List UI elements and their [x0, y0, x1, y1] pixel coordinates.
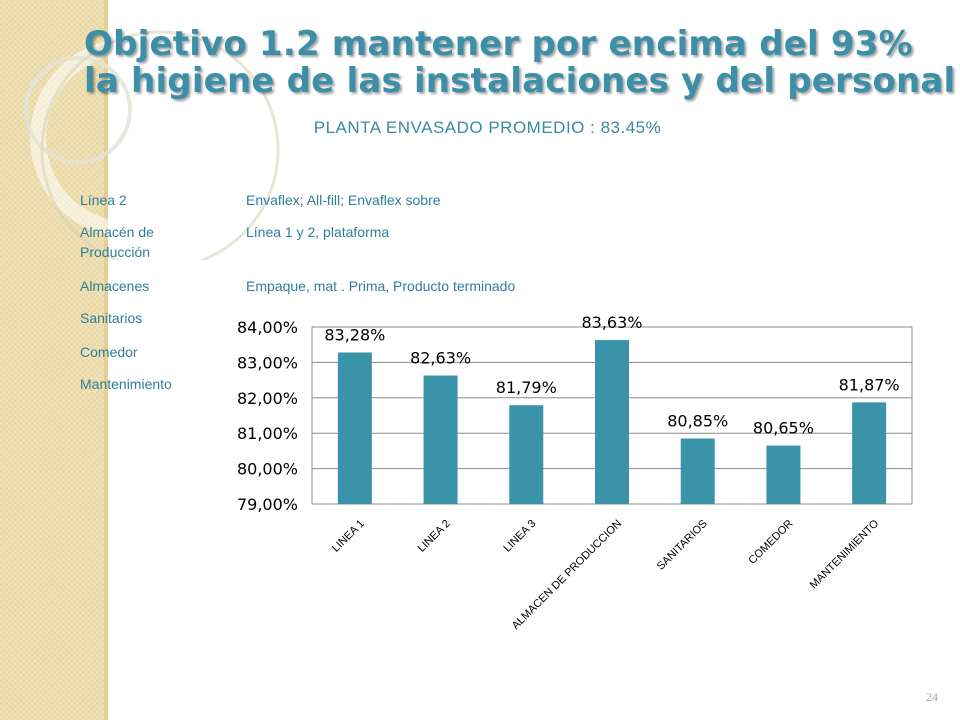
bar [766, 445, 801, 504]
data-label: 80,65% [753, 419, 814, 438]
title-line-1: Objetivo 1.2 mantener por encima del 93% [84, 24, 913, 64]
data-label: 81,79% [496, 378, 557, 397]
category-label: LINEA 3 [501, 518, 538, 555]
y-tick-label: 79,00% [237, 495, 298, 514]
bar [509, 405, 544, 504]
category-label: LINEA 1 [330, 518, 367, 555]
category-label: SANITARIOS [655, 518, 710, 573]
decorative-circles [24, 30, 280, 260]
slide-subtitle: PLANTA ENVASADO PROMEDIO : 83.45% [313, 118, 662, 137]
y-tick-label: 80,00% [237, 460, 298, 479]
decorative-side-band [0, 0, 104, 720]
detail-key: Comedor [80, 344, 138, 360]
detail-value: Línea 1 y 2, plataforma [246, 224, 390, 240]
detail-key: Mantenimiento [80, 376, 172, 392]
bar [595, 340, 629, 504]
detail-key: Almacén de Producción [80, 222, 230, 262]
detail-value: Envaflex; All-fill; Envaflex sobre [246, 192, 441, 208]
detail-value: Empaque, mat . Prima, Producto terminado [246, 278, 516, 294]
data-label: 83,63% [581, 313, 642, 332]
y-tick-label: 82,00% [237, 389, 298, 408]
y-tick-label: 81,00% [237, 424, 298, 443]
data-label: 83,28% [324, 325, 385, 344]
bar [423, 375, 458, 504]
detail-key: Sanitarios [80, 310, 143, 326]
detail-key-line-1: Almacén de [80, 224, 154, 240]
detail-key-line-2: Producción [80, 244, 151, 260]
category-label: LINEA 2 [416, 518, 453, 555]
bar [680, 438, 715, 504]
bar [852, 402, 887, 504]
bar [337, 352, 372, 504]
data-label: 82,63% [410, 348, 471, 367]
side-band-edge [104, 0, 108, 720]
detail-key: Almacenes [80, 278, 150, 294]
category-label: COMEDOR [746, 518, 795, 567]
y-tick-label: 84,00% [237, 318, 298, 337]
data-label: 81,87% [839, 375, 900, 394]
title-line-2: la higiene de las instalaciones y del pe… [84, 61, 956, 101]
y-tick-label: 83,00% [237, 353, 298, 372]
page-number: 24 [926, 690, 938, 704]
detail-key: Línea 2 [80, 192, 127, 208]
slide-title: Objetivo 1.2 mantener por encima del 93%… [84, 24, 956, 101]
category-label: MANTENIMIENTO [808, 517, 882, 591]
data-label: 80,85% [667, 412, 728, 431]
